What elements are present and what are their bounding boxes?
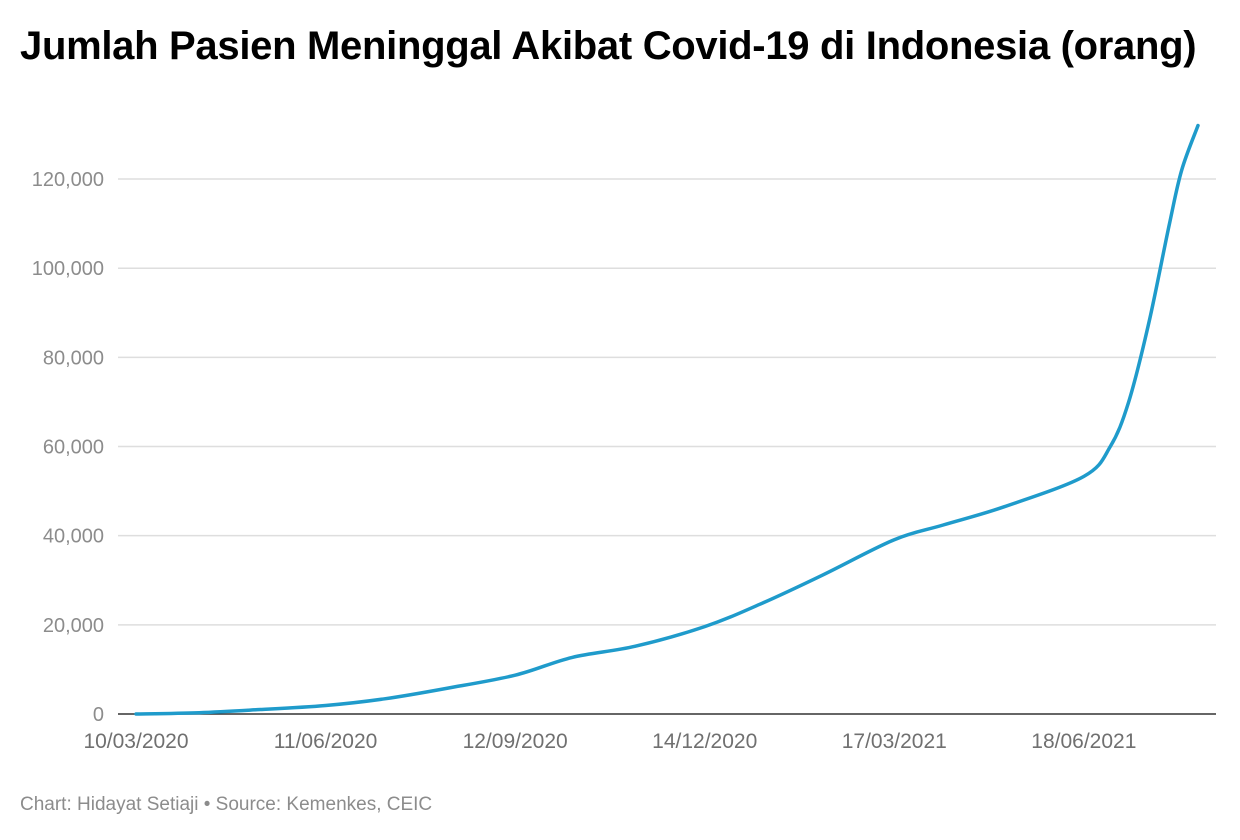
- y-tick-label: 120,000: [32, 169, 104, 191]
- y-axis-tick-labels: 0 20,000 40,000 60,000 80,000 100,000 120,000: [32, 169, 104, 726]
- chart-title: Jumlah Pasien Meninggal Akibat Covid-19 …: [20, 24, 1197, 68]
- gridlines: [118, 178, 1216, 626]
- y-tick-label: 100,000: [32, 258, 104, 280]
- y-tick-label: 60,000: [43, 437, 104, 459]
- x-tick-label: 11/06/2020: [274, 730, 378, 753]
- y-tick-label: 0: [93, 704, 104, 726]
- chart-credit: Chart: Hidayat Setiaji • Source: Kemenke…: [20, 794, 433, 815]
- y-tick-label: 80,000: [43, 347, 104, 369]
- x-tick-label: 18/06/2021: [1031, 730, 1136, 753]
- x-tick-label: 17/03/2021: [842, 730, 947, 753]
- x-tick-label: 10/03/2020: [83, 730, 188, 753]
- y-tick-label: 20,000: [43, 615, 104, 637]
- line-chart: 020,00040,00060,00080,000100,000120,000 …: [32, 123, 1216, 753]
- series-line: [134, 123, 1200, 716]
- y-tick-label: 40,000: [43, 526, 104, 548]
- series-layer: [134, 123, 1200, 716]
- x-tick-label: 12/09/2020: [463, 730, 568, 753]
- x-axis-tick-labels: 10/03/2020 11/06/2020 12/09/2020 14/12/2020…: [83, 730, 1136, 753]
- x-tick-label: 14/12/2020: [652, 730, 757, 753]
